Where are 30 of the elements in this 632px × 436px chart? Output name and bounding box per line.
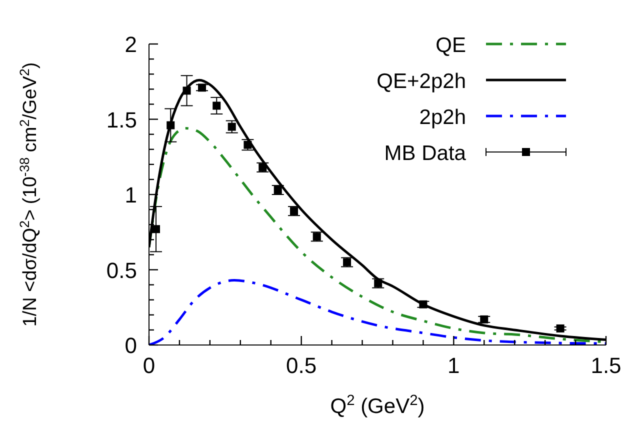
y-tick-label: 1	[124, 182, 137, 208]
point	[480, 315, 488, 324]
point	[182, 86, 191, 95]
y-tick-label: 1.5	[106, 107, 137, 132]
point	[258, 163, 267, 172]
x-tick-label: 0	[142, 353, 156, 378]
point	[152, 225, 160, 234]
point	[166, 121, 175, 130]
y-tick-label: 0.5	[106, 258, 137, 283]
x-tick-label: 0.5	[286, 353, 317, 378]
x-axis-title: Q$^{2}$ (GeV$^{2}$)	[330, 393, 425, 418]
point	[290, 207, 298, 216]
point	[198, 84, 206, 92]
y-tick-label: 2	[124, 32, 137, 57]
point	[244, 140, 252, 149]
point	[228, 122, 236, 131]
point	[343, 258, 352, 266]
legend-label: QE	[436, 34, 466, 57]
point	[556, 324, 564, 332]
legend-label: QE+2p2h	[376, 70, 466, 93]
legend-label: MB Data	[384, 142, 466, 165]
legend-label: 2p2h	[419, 106, 466, 129]
point	[312, 232, 321, 241]
point	[212, 102, 221, 110]
y-tick-label: 0	[124, 333, 137, 358]
point	[274, 186, 282, 194]
point	[374, 279, 382, 288]
point	[419, 300, 428, 308]
x-tick-label: 1	[448, 353, 460, 378]
x-tick-label: 1.5	[590, 353, 622, 378]
